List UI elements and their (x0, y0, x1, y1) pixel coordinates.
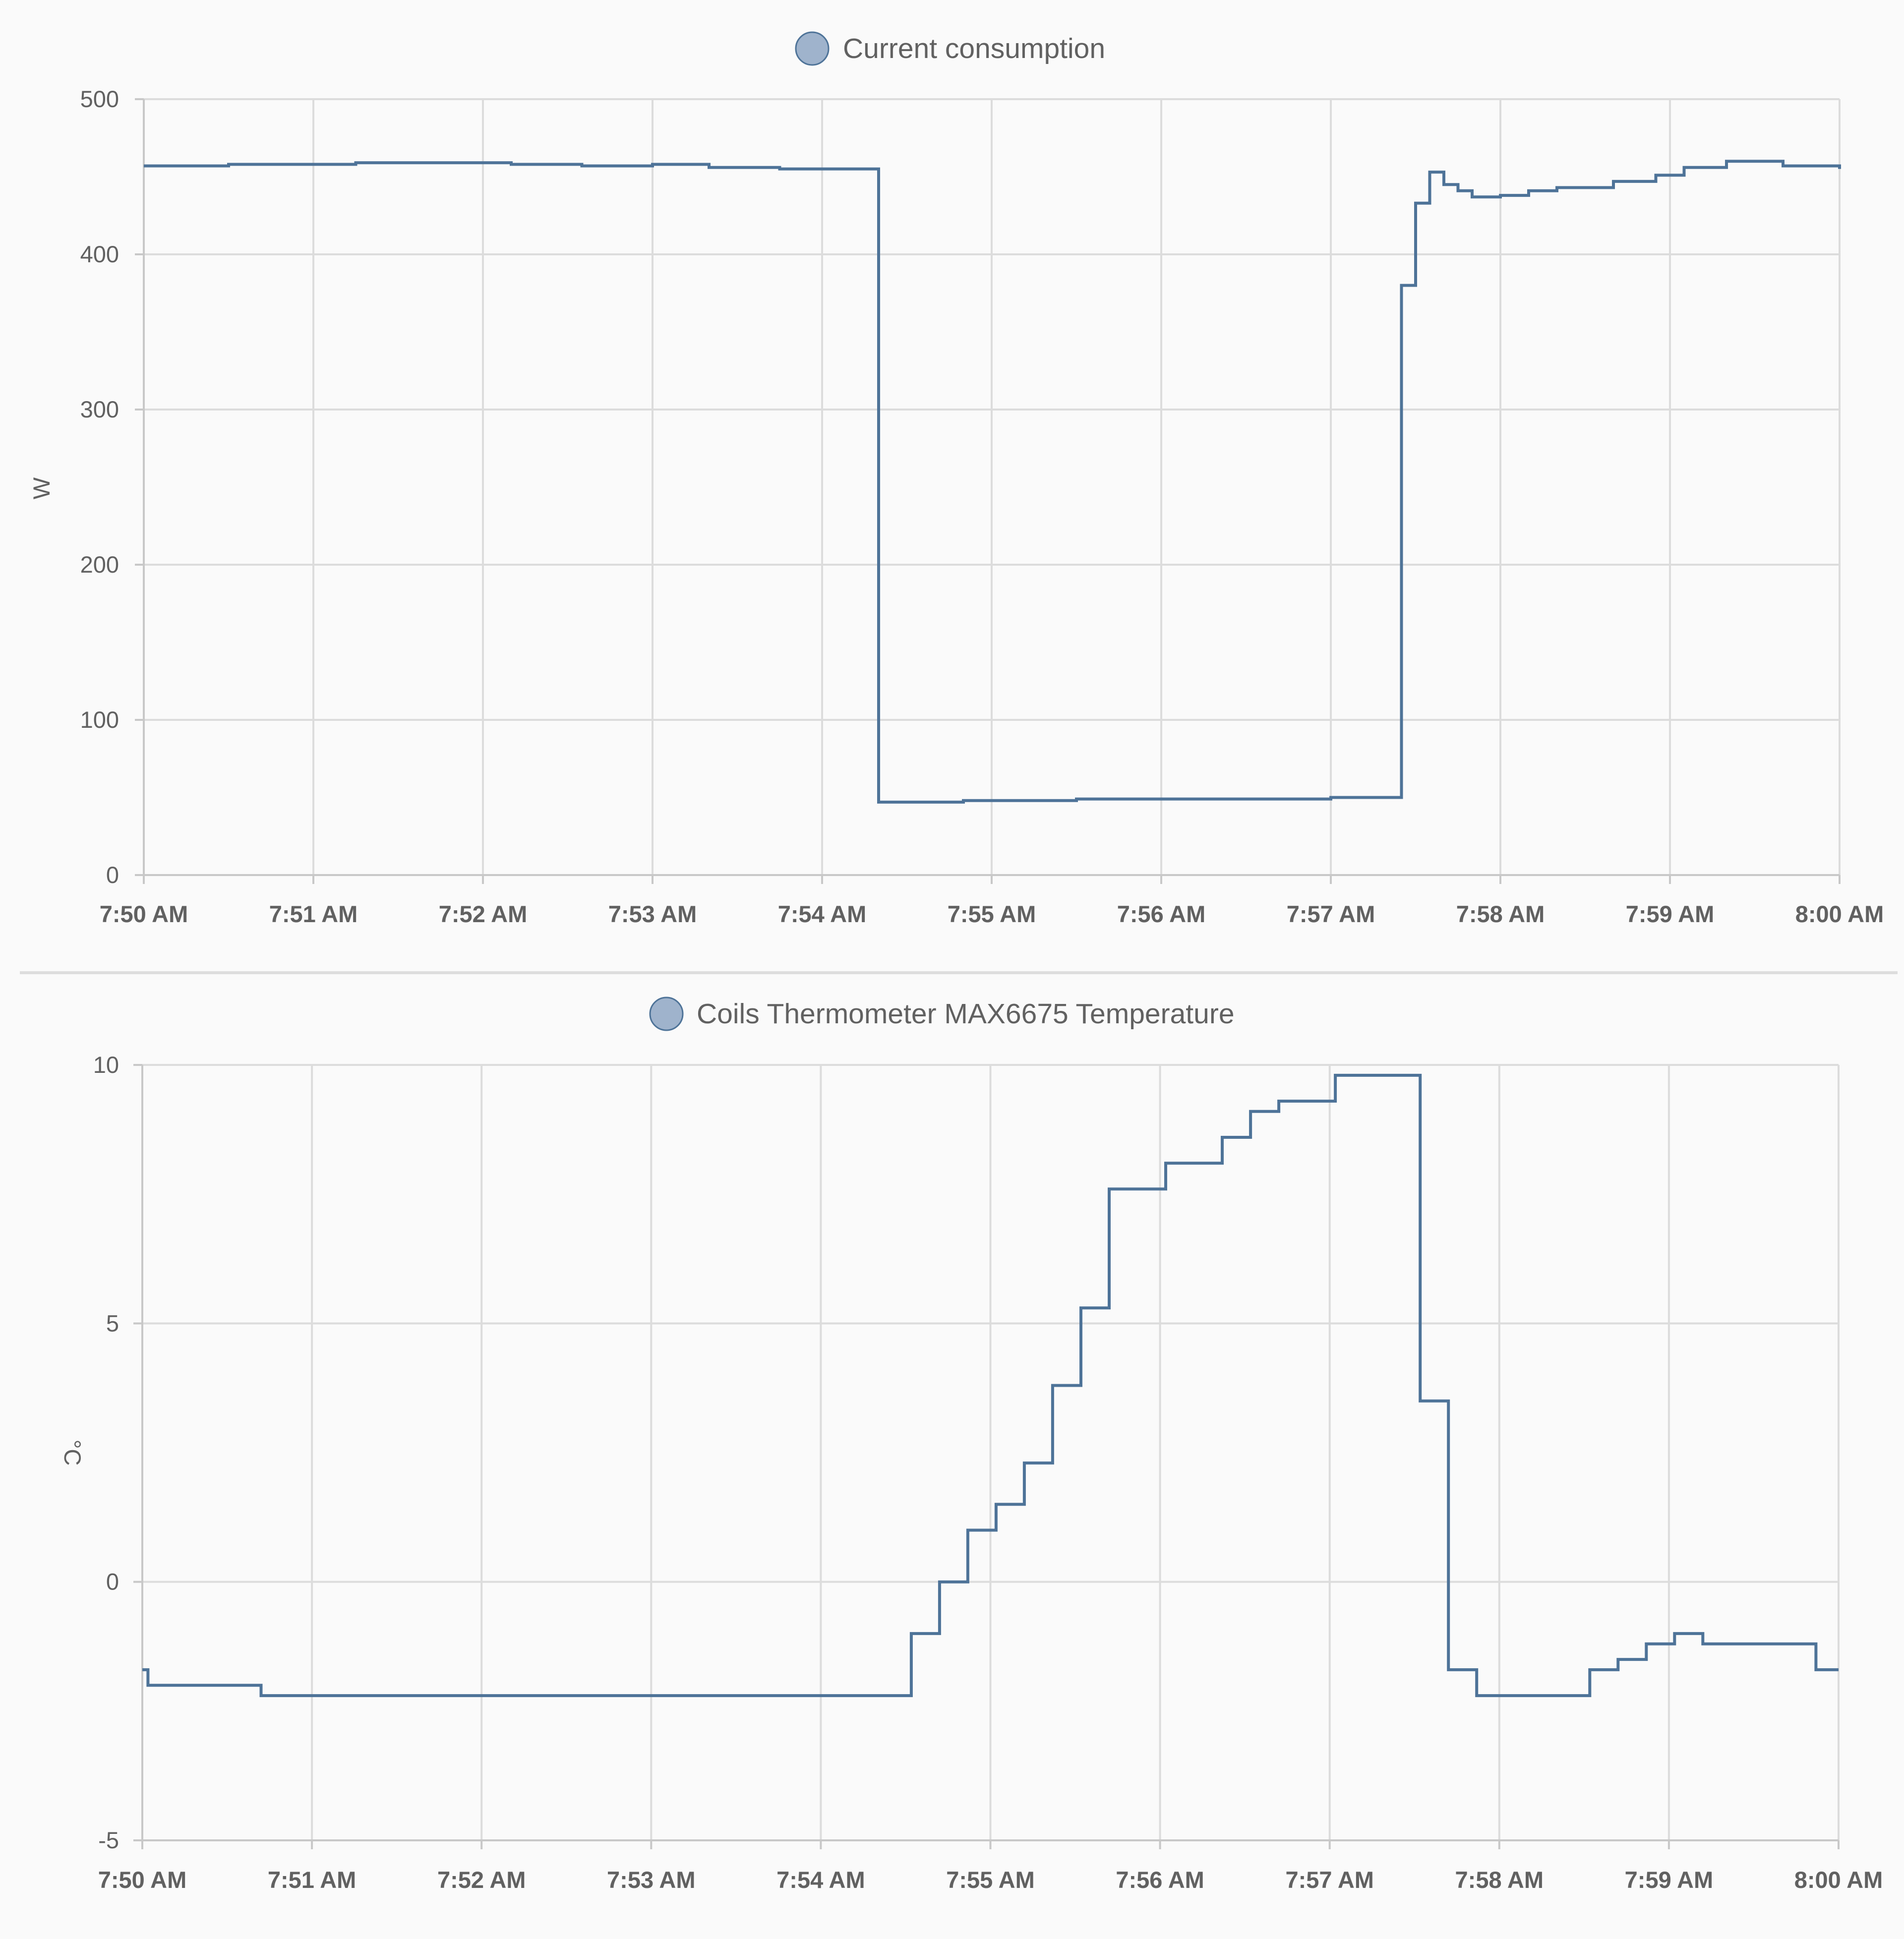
temperature-y-axis-label: °C (60, 1440, 86, 1466)
temperature-series-line[interactable] (142, 1073, 1839, 1698)
temperature-x-tick-label: 7:59 AM (1625, 1867, 1713, 1893)
power-legend-label[interactable]: Current consumption (843, 33, 1105, 64)
power-x-tick-label: 7:56 AM (1117, 901, 1205, 927)
power-x-tick-label: 7:54 AM (778, 901, 866, 927)
temperature-y-tick-label: 10 (93, 1052, 119, 1078)
power-legend-dot[interactable] (795, 31, 830, 66)
power-chart: Current consumption W 0 100 200 300 400 500 7:… (28, 31, 1884, 927)
power-y-tick-label: 300 (80, 396, 119, 422)
power-x-tick-label: 7:51 AM (269, 901, 357, 927)
power-x-tick-label: 7:53 AM (608, 901, 697, 927)
power-x-tick-label: 7:52 AM (439, 901, 527, 927)
temperature-x-tick-label: 7:50 AM (98, 1867, 186, 1893)
temperature-x-tick-label: 7:57 AM (1285, 1867, 1373, 1893)
temperature-y-tick-label: -5 (98, 1827, 119, 1853)
power-y-tick-label: 200 (80, 551, 119, 578)
power-x-tick-label: 7:59 AM (1626, 901, 1714, 927)
power-y-tick-label: 100 (80, 706, 119, 733)
power-x-tick-label: 7:57 AM (1287, 901, 1375, 927)
temperature-x-tick-label: 7:54 AM (776, 1867, 865, 1893)
temperature-y-tick-label: 0 (106, 1569, 119, 1595)
power-x-tick-label: 7:55 AM (948, 901, 1036, 927)
temperature-legend-dot[interactable] (649, 997, 684, 1031)
temperature-x-tick-label: 7:55 AM (946, 1867, 1034, 1893)
power-y-tick-label: 500 (80, 86, 119, 112)
power-x-tick-label: 8:00 AM (1795, 901, 1884, 927)
power-x-tick-label: 7:50 AM (100, 901, 188, 927)
temperature-x-tick-label: 7:53 AM (607, 1867, 695, 1893)
temperature-legend-label[interactable]: Coils Thermometer MAX6675 Temperature (697, 998, 1235, 1030)
power-x-tick-label: 7:58 AM (1456, 901, 1545, 927)
temperature-x-tick-label: 8:00 AM (1794, 1867, 1883, 1893)
power-y-axis-label: W (28, 477, 55, 499)
temperature-y-tick-label: 5 (106, 1310, 119, 1336)
temperature-x-tick-label: 7:56 AM (1116, 1867, 1204, 1893)
temperature-x-tick-label: 7:52 AM (437, 1867, 526, 1893)
temperature-x-tick-label: 7:58 AM (1455, 1867, 1544, 1893)
temperature-chart: Coils Thermometer MAX6675 Temperature °C… (60, 997, 1883, 1893)
power-y-tick-label: 400 (80, 241, 119, 267)
temperature-x-tick-label: 7:51 AM (268, 1867, 356, 1893)
power-y-tick-label: 0 (106, 862, 119, 888)
power-series-line[interactable] (144, 160, 1841, 804)
